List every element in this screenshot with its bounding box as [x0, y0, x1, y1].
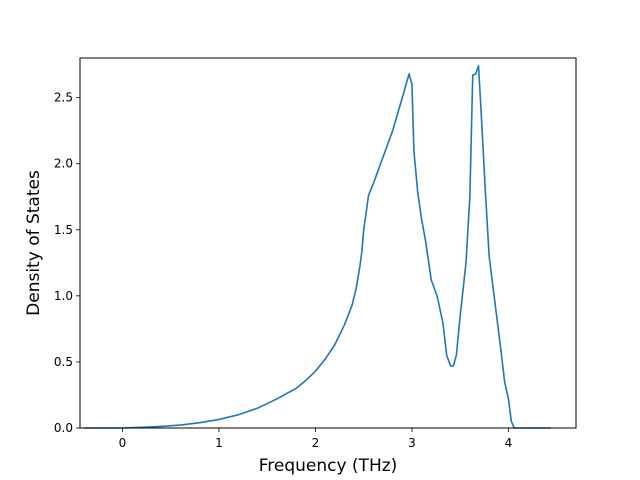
x-axis-ticks: 0 1 2 3 4 — [119, 428, 513, 450]
y-tick-label: 0.5 — [54, 355, 73, 369]
y-tick-label: 1.5 — [54, 223, 73, 237]
series-line-0 — [83, 65, 551, 429]
x-tick-label: 4 — [505, 436, 513, 450]
x-axis-label: Frequency (THz) — [259, 456, 398, 476]
series-layer — [83, 65, 551, 429]
y-tick-label: 0.0 — [54, 421, 73, 435]
x-tick-label: 3 — [408, 436, 416, 450]
y-tick-label: 1.0 — [54, 289, 73, 303]
x-tick-label: 2 — [312, 436, 320, 450]
y-axis-ticks: 0.0 0.5 1.0 1.5 2.0 2.5 — [54, 91, 80, 435]
x-tick-label: 0 — [119, 436, 127, 450]
plot-area-background — [80, 58, 576, 428]
plot-frame — [79, 57, 577, 429]
x-tick-label: 1 — [215, 436, 223, 450]
y-tick-label: 2.5 — [54, 91, 73, 105]
y-tick-label: 2.0 — [54, 157, 73, 171]
y-axis-label: Density of States — [24, 170, 44, 316]
